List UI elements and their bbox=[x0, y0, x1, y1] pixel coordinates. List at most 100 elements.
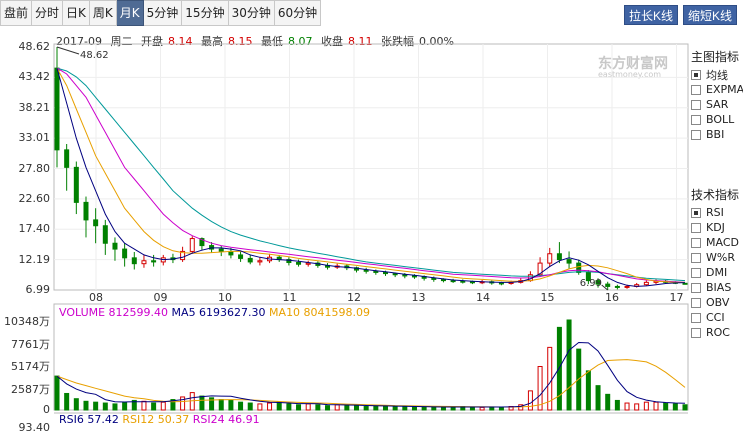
time-tick-label: 13 bbox=[411, 291, 426, 304]
candle-body bbox=[112, 242, 118, 250]
price-tick-label: 22.60 bbox=[18, 191, 51, 205]
tab-period-7[interactable]: 30分钟 bbox=[228, 0, 275, 26]
candle-body bbox=[382, 271, 388, 275]
tech-indicator-checkbox-1[interactable] bbox=[691, 222, 701, 233]
info-change-label: 张跌幅 bbox=[380, 35, 414, 48]
tab-period-4[interactable]: 月K bbox=[116, 0, 144, 26]
main-indicator-option-4[interactable]: BBI bbox=[691, 127, 743, 142]
tech-indicator-checkbox-0[interactable] bbox=[691, 207, 701, 218]
candle-body bbox=[469, 281, 475, 284]
stretch-candles-button[interactable]: 拉长K线 bbox=[624, 5, 679, 25]
volume-tick-label: 10348万 bbox=[4, 315, 50, 328]
ma5-line bbox=[56, 67, 686, 287]
candle-body bbox=[624, 285, 630, 288]
candle-body bbox=[411, 275, 417, 278]
tab-period-6[interactable]: 15分钟 bbox=[182, 0, 229, 26]
time-tick-label: 17 bbox=[669, 291, 684, 304]
candle-body bbox=[151, 260, 157, 263]
volume-bar bbox=[363, 406, 369, 411]
tech-indicator-option-7[interactable]: CCI bbox=[691, 310, 739, 325]
volume-bar bbox=[296, 404, 302, 411]
tech-indicator-option-3[interactable]: W%R bbox=[691, 250, 739, 265]
tech-indicator-checkbox-2[interactable] bbox=[691, 237, 701, 248]
tech-indicator-option-4[interactable]: DMI bbox=[691, 265, 739, 280]
tab-period-2[interactable]: 日K bbox=[63, 0, 90, 26]
tech-indicator-option-1[interactable]: KDJ bbox=[691, 220, 739, 235]
volume-bar bbox=[643, 401, 649, 411]
volume-bar bbox=[247, 402, 253, 411]
tech-indicator-option-8[interactable]: ROC bbox=[691, 325, 739, 340]
tech-indicator-checkbox-5[interactable] bbox=[691, 282, 701, 293]
volume-bar bbox=[605, 393, 611, 411]
volume-bar bbox=[537, 366, 543, 411]
main-indicator-option-2[interactable]: SAR bbox=[691, 97, 743, 112]
tech-indicator-panel: 技术指标 RSI KDJ MACD W%R DMI BIAS OBV CCI ROC bbox=[691, 186, 739, 340]
candle-body bbox=[54, 67, 60, 151]
tech-indicator-option-label-1: KDJ bbox=[706, 221, 725, 234]
tech-indicator-option-6[interactable]: OBV bbox=[691, 295, 739, 310]
volume-bar bbox=[624, 402, 630, 411]
tab-period-0[interactable]: 盘前 bbox=[0, 0, 33, 26]
main-indicator-checkbox-4[interactable] bbox=[691, 129, 701, 140]
volume-legend-ma5: MA5 6193627.30 bbox=[171, 306, 266, 319]
main-indicator-option-0[interactable]: 均线 bbox=[691, 67, 743, 82]
volume-bar bbox=[547, 346, 553, 411]
candle-body bbox=[450, 280, 456, 283]
candle-body bbox=[247, 257, 253, 263]
volume-bar bbox=[54, 375, 60, 411]
candle-body bbox=[189, 238, 195, 252]
shrink-candles-button[interactable]: 缩短K线 bbox=[683, 5, 738, 25]
volume-bar bbox=[141, 400, 147, 411]
tab-period-5[interactable]: 5分钟 bbox=[143, 0, 183, 26]
volume-bar bbox=[286, 403, 292, 411]
tech-indicator-checkbox-6[interactable] bbox=[691, 297, 701, 308]
main-indicator-checkbox-3[interactable] bbox=[691, 114, 701, 125]
candle-body bbox=[286, 259, 292, 264]
candle-body bbox=[122, 248, 128, 259]
volume-tick-label: 5174万 bbox=[11, 360, 50, 373]
tech-indicator-checkbox-8[interactable] bbox=[691, 327, 701, 338]
volume-bar bbox=[73, 398, 79, 411]
tech-indicator-checkbox-4[interactable] bbox=[691, 267, 701, 278]
main-indicator-option-3[interactable]: BOLL bbox=[691, 112, 743, 127]
main-indicator-checkbox-2[interactable] bbox=[691, 99, 701, 110]
main-indicator-option-1[interactable]: EXPMA bbox=[691, 82, 743, 97]
tab-period-1[interactable]: 分时 bbox=[32, 0, 64, 26]
time-tick-label: 10 bbox=[218, 291, 232, 304]
candle-body bbox=[402, 274, 408, 277]
info-open-value: 8.14 bbox=[167, 35, 193, 48]
volume-bar bbox=[373, 406, 379, 411]
tech-indicator-option-label-0: RSI bbox=[706, 206, 724, 219]
watermark-name: 东方财富网 bbox=[598, 56, 668, 72]
volume-bar bbox=[102, 402, 108, 411]
volume-bar bbox=[653, 401, 659, 411]
rsi-legend-rsi24: RSI24 46.91 bbox=[192, 413, 260, 426]
tech-indicator-option-5[interactable]: BIAS bbox=[691, 280, 739, 295]
candle-body bbox=[305, 262, 311, 265]
main-indicator-checkbox-1[interactable] bbox=[691, 84, 701, 95]
candle-body bbox=[460, 280, 466, 283]
volume-ma10-line bbox=[56, 359, 686, 408]
candle-body bbox=[131, 257, 137, 265]
tab-period-8[interactable]: 60分钟 bbox=[274, 0, 322, 26]
tech-indicator-checkbox-7[interactable] bbox=[691, 312, 701, 323]
volume-bar bbox=[672, 403, 678, 411]
tech-indicator-option-label-2: MACD bbox=[706, 236, 739, 249]
main-indicator-checkbox-0[interactable] bbox=[691, 69, 701, 80]
main-indicator-option-label-2: SAR bbox=[706, 98, 729, 111]
volume-bar bbox=[334, 404, 340, 411]
tech-indicator-option-2[interactable]: MACD bbox=[691, 235, 739, 250]
volume-bar bbox=[305, 403, 311, 411]
main-indicator-panel: 主图指标 均线 EXPMA SAR BOLL BBI bbox=[691, 48, 743, 142]
volume-bar bbox=[663, 402, 669, 411]
tech-indicator-checkbox-3[interactable] bbox=[691, 252, 701, 263]
candle-body bbox=[566, 259, 572, 264]
volume-legend: VOLUME 812599.40 MA5 6193627.30 MA10 804… bbox=[59, 306, 370, 319]
tab-period-3[interactable]: 周K bbox=[89, 0, 117, 26]
price-panel-frame bbox=[53, 43, 689, 291]
volume-bar bbox=[595, 385, 601, 411]
tech-indicator-option-0[interactable]: RSI bbox=[691, 205, 739, 220]
candle-body bbox=[64, 149, 70, 168]
info-high-label: 最高 bbox=[200, 35, 223, 48]
